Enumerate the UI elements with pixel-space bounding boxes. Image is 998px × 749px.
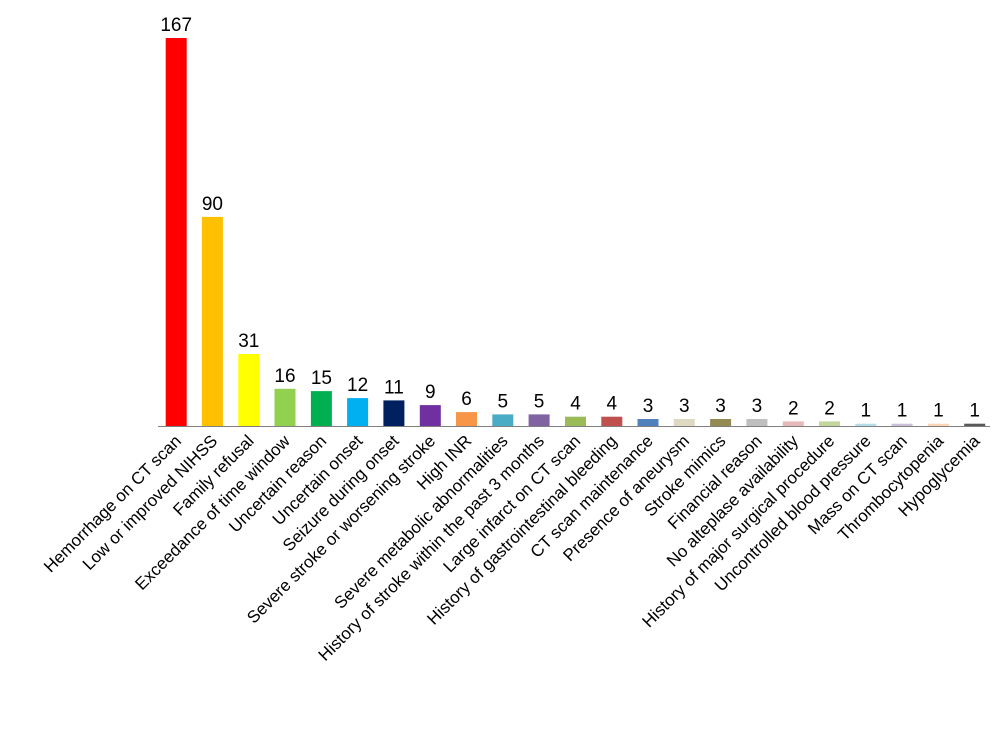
bar: [310, 391, 332, 426]
bar-value-label: 3: [643, 396, 654, 417]
bar: [637, 419, 659, 426]
bars-group: [165, 38, 986, 426]
bar-value-label: 9: [425, 382, 436, 403]
bar: [238, 354, 260, 426]
bar: [891, 423, 913, 426]
bar: [746, 419, 768, 426]
bar-value-label: 4: [607, 394, 618, 415]
bar-value-label: 6: [461, 389, 472, 410]
bar: [601, 416, 623, 426]
bar-value-label: 12: [347, 375, 368, 396]
bar-value-label: 11: [384, 377, 404, 398]
bar: [201, 216, 223, 426]
bar-value-label: 5: [534, 391, 545, 412]
bar-value-label: 15: [311, 368, 332, 389]
bar: [819, 421, 840, 426]
bar: [492, 414, 514, 426]
bar-value-label: 2: [788, 398, 799, 419]
bar-value-label: 2: [824, 398, 835, 419]
bar: [927, 423, 949, 426]
bar: [419, 405, 441, 426]
bar-value-label: 167: [160, 15, 192, 36]
bar-value-label: 1: [969, 401, 980, 422]
bar: [165, 38, 187, 426]
bar: [673, 419, 695, 426]
bar-value-label: 4: [570, 394, 581, 415]
bar: [710, 419, 732, 426]
bar-value-label: 3: [752, 396, 763, 417]
bar-value-label: 1: [861, 401, 872, 422]
bar: [528, 414, 550, 426]
bar-value-label: 3: [679, 396, 690, 417]
bar-value-label: 3: [715, 396, 726, 417]
bar-value-label: 16: [274, 366, 295, 387]
bar: [383, 400, 405, 426]
bar-value-label: 90: [202, 194, 223, 215]
bar: [565, 416, 586, 426]
bar: [964, 423, 986, 426]
bar-value-label: 1: [897, 401, 908, 422]
bar: [274, 388, 296, 426]
bar-value-label: 1: [933, 401, 944, 422]
bar-value-label: 31: [238, 331, 259, 352]
bar: [782, 421, 804, 426]
bar: [347, 398, 369, 426]
bar-value-label: 5: [498, 391, 509, 412]
bar: [855, 423, 877, 426]
bar: [456, 412, 477, 426]
